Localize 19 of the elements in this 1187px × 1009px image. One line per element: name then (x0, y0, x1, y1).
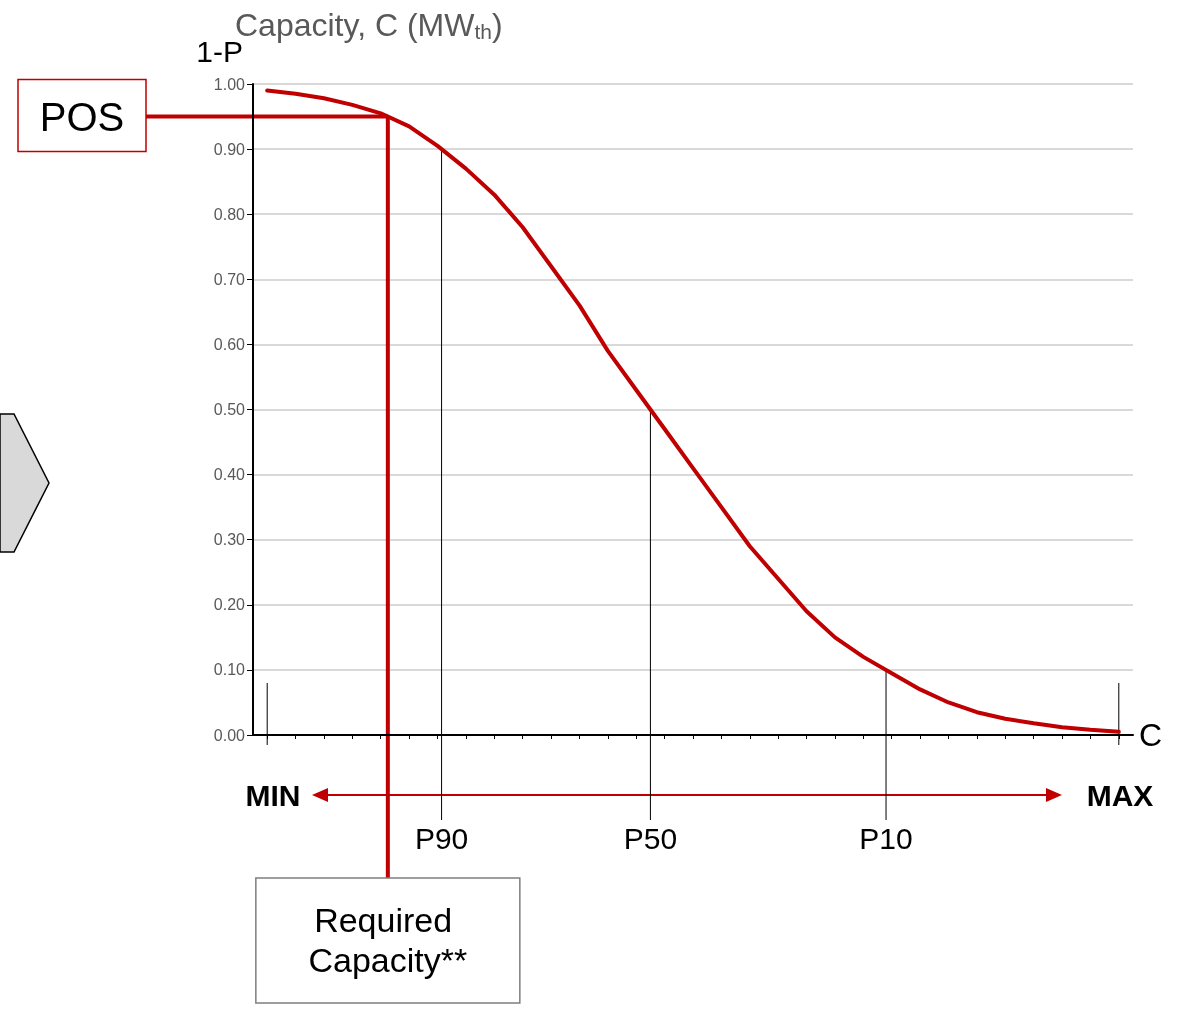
y-tick-label: 0.50 (213, 401, 246, 418)
y-tick-label: 0.20 (213, 596, 246, 614)
ref-line-label: POS (39, 94, 125, 139)
y-tick-label: 0.30 (213, 531, 246, 549)
y-tick-label: 0.70 (213, 270, 246, 288)
annotation: Required Capacity** (308, 901, 468, 979)
text: MIN (245, 778, 301, 812)
x-axis-title: C (1139, 717, 1163, 753)
y-tick-label: 0.90 (213, 140, 246, 158)
annotation: P90 (414, 821, 469, 855)
y-tick-label: 0.40 (213, 466, 246, 484)
annotation: P10 (859, 821, 913, 855)
annotation: P50 (623, 821, 678, 855)
y-tick-label: 0.10 (213, 661, 246, 679)
text: MAX (1086, 778, 1154, 812)
y-tick-label: 1.00 (213, 75, 246, 93)
y-tick-label: 0.60 (213, 335, 246, 353)
y-tick-label: 0.80 (213, 205, 246, 223)
y-tick-label: 0.00 (213, 726, 246, 744)
